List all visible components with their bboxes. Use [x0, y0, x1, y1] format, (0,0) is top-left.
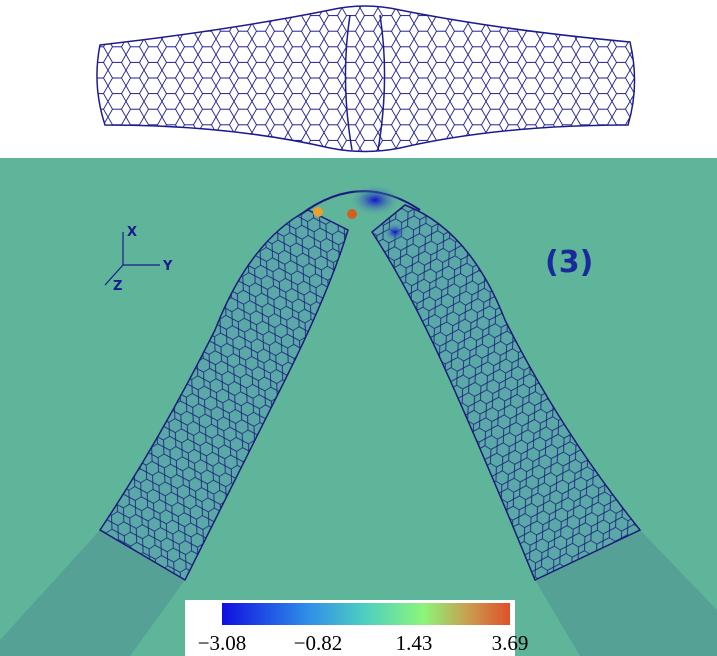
- axis-z-label: Z: [113, 279, 122, 294]
- figure: X Y Z (3) −3.08 −0.82 1.43 3.69: [0, 0, 717, 656]
- colorbar-tick-label: 3.69: [492, 631, 529, 655]
- panel-label: (3): [545, 245, 593, 280]
- axis-x-label: X: [127, 225, 137, 240]
- nanotube-top: [97, 6, 635, 152]
- colorbar-tick-label: 1.43: [396, 631, 433, 655]
- colorbar-tick-label: −3.08: [198, 631, 247, 655]
- colorbar-tick-label: −0.82: [294, 631, 343, 655]
- colorbar: [222, 603, 510, 625]
- axis-y-label: Y: [162, 259, 173, 274]
